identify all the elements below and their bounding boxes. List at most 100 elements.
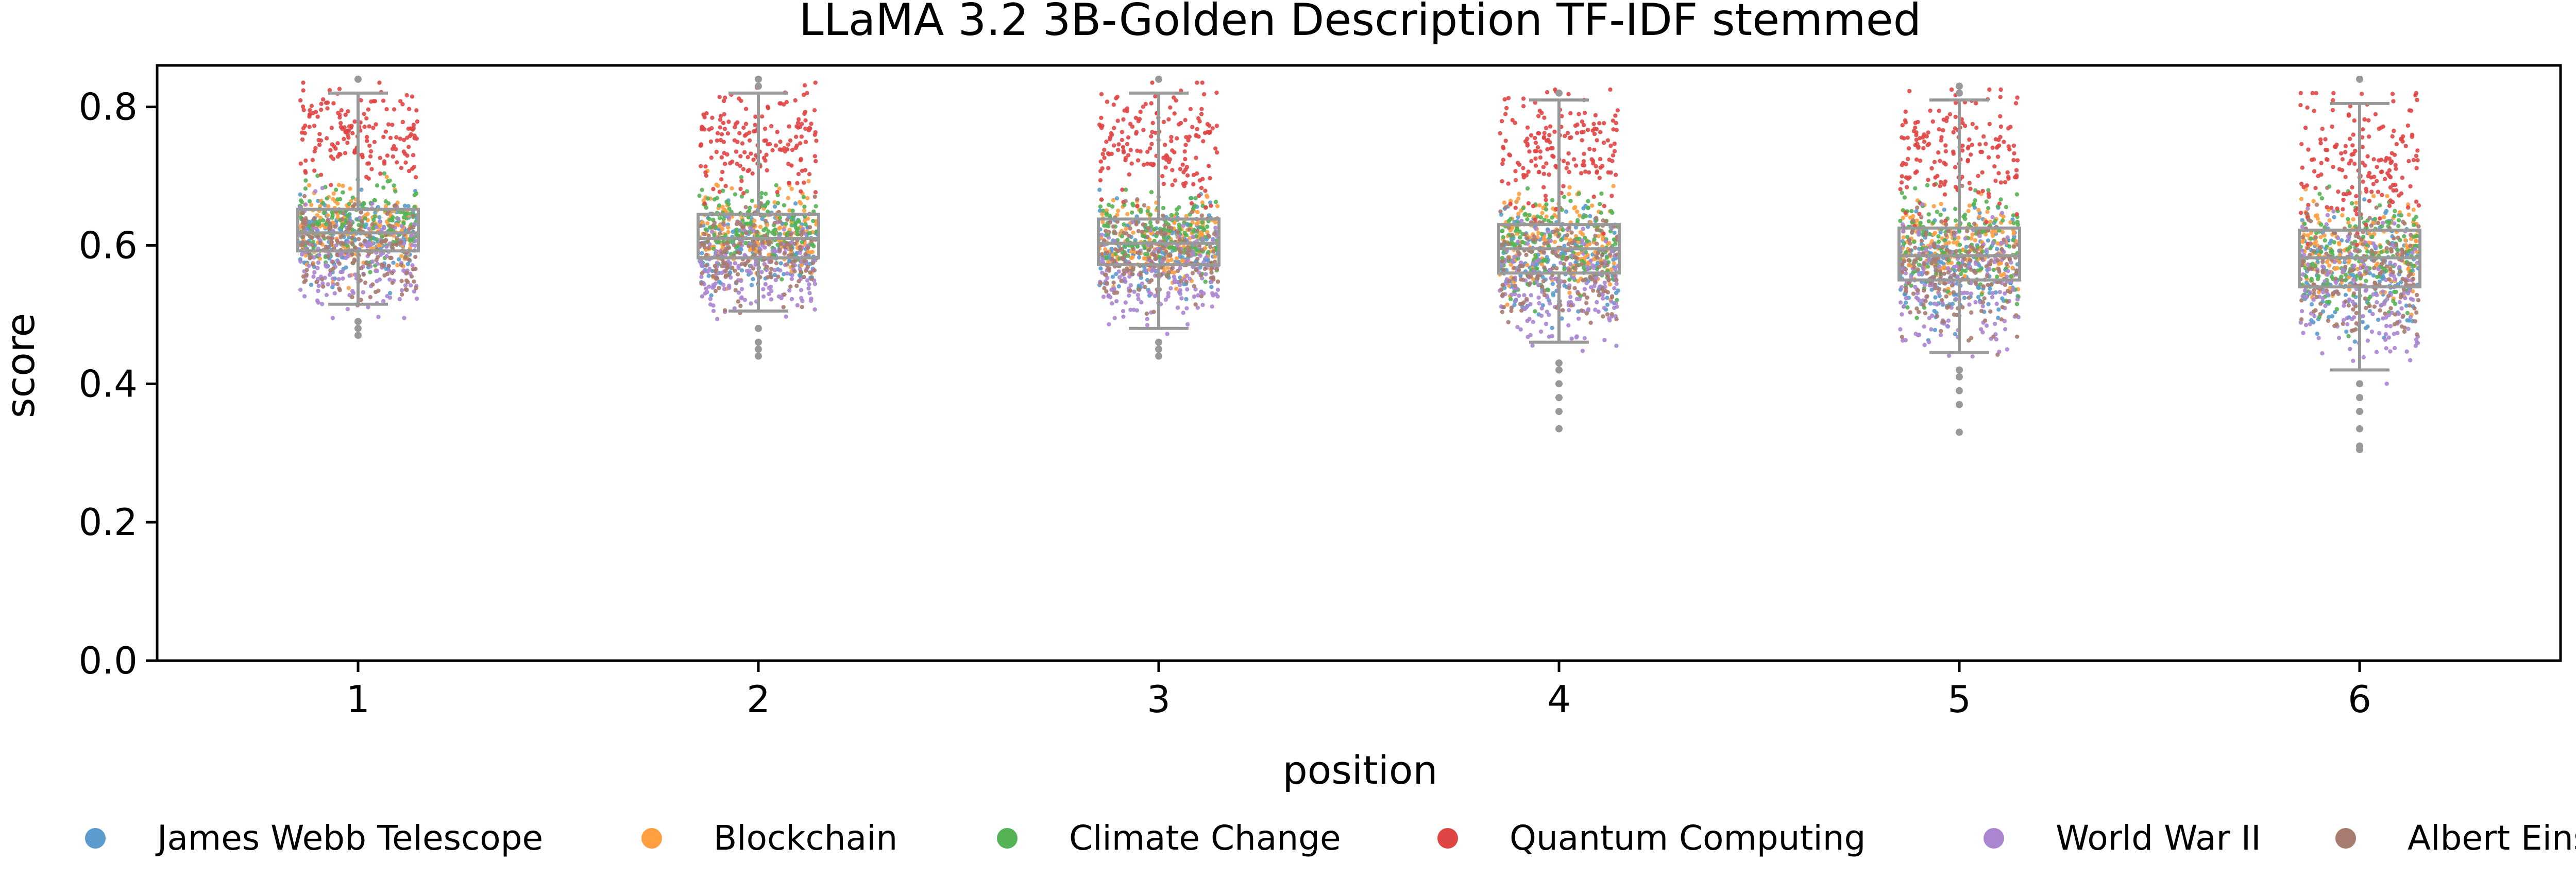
data-point xyxy=(1185,173,1190,178)
data-point xyxy=(1926,219,1931,223)
data-point xyxy=(787,181,791,185)
data-point xyxy=(1164,249,1168,254)
data-point xyxy=(739,175,744,180)
data-point xyxy=(1552,129,1557,134)
data-point xyxy=(1904,271,1908,275)
data-point xyxy=(1969,152,1973,157)
data-point xyxy=(1215,204,1220,209)
data-point xyxy=(1107,322,1111,326)
data-point xyxy=(315,234,320,239)
data-point xyxy=(315,174,320,178)
data-point xyxy=(1605,263,1609,267)
data-point xyxy=(1577,112,1581,116)
data-point xyxy=(1592,131,1597,136)
data-point xyxy=(1574,297,1580,301)
data-point xyxy=(1538,215,1543,220)
data-point xyxy=(404,270,409,275)
data-point xyxy=(799,158,803,163)
data-point xyxy=(732,243,737,248)
data-point xyxy=(1947,112,1953,117)
data-point xyxy=(335,238,340,243)
data-point xyxy=(401,268,406,273)
data-point xyxy=(414,108,419,113)
data-point xyxy=(1208,245,1213,249)
data-point xyxy=(767,242,771,247)
data-point xyxy=(1939,135,1944,140)
data-point xyxy=(1593,307,1598,312)
data-point xyxy=(1927,232,1932,237)
data-point xyxy=(1215,294,1220,299)
data-point xyxy=(721,120,726,125)
data-point xyxy=(796,171,801,177)
data-point xyxy=(1601,141,1606,145)
data-point xyxy=(1519,308,1524,313)
data-point xyxy=(1145,323,1150,327)
data-point xyxy=(795,303,800,308)
data-point xyxy=(722,162,727,166)
data-point xyxy=(1567,308,1571,313)
data-point xyxy=(303,202,308,207)
data-point xyxy=(1538,155,1543,160)
data-point xyxy=(1115,94,1120,99)
data-point xyxy=(363,238,367,243)
data-point xyxy=(702,127,707,132)
data-point xyxy=(1998,114,2003,118)
data-point xyxy=(1203,188,1208,193)
data-point xyxy=(1562,279,1567,284)
data-point xyxy=(1569,303,1573,308)
data-point xyxy=(743,205,748,210)
data-point xyxy=(743,221,748,226)
data-point xyxy=(1933,327,1938,333)
data-point xyxy=(1599,229,1604,233)
data-point xyxy=(1204,205,1208,210)
data-point xyxy=(367,227,371,231)
data-point xyxy=(1100,151,1105,157)
data-point xyxy=(1205,195,1210,199)
data-point xyxy=(1518,327,1523,332)
data-point xyxy=(1591,194,1596,199)
data-point xyxy=(1189,201,1194,206)
data-point xyxy=(1107,230,1111,234)
data-point xyxy=(737,131,742,135)
data-point xyxy=(1976,295,1981,299)
data-point xyxy=(2003,327,2008,332)
data-point xyxy=(785,217,790,222)
data-point xyxy=(1944,256,1949,262)
data-point xyxy=(2005,235,2010,240)
data-point xyxy=(799,269,803,274)
data-point xyxy=(1977,214,1981,219)
data-point xyxy=(369,99,374,104)
data-point xyxy=(705,196,710,201)
data-point xyxy=(1126,153,1131,158)
data-point xyxy=(1614,120,1618,126)
data-point xyxy=(1904,296,1909,301)
data-point xyxy=(1917,263,1922,267)
data-point xyxy=(298,198,303,203)
data-point xyxy=(346,227,350,232)
data-point xyxy=(1567,185,1572,190)
data-point xyxy=(1590,159,1596,163)
data-point xyxy=(301,80,306,85)
data-point xyxy=(1509,292,1514,297)
data-point xyxy=(1899,180,1904,185)
data-point xyxy=(1175,305,1180,310)
data-point xyxy=(1111,224,1116,229)
data-point xyxy=(370,282,375,287)
data-point xyxy=(749,220,753,225)
data-point xyxy=(343,112,348,117)
data-point xyxy=(1567,169,1571,175)
data-point xyxy=(1208,176,1212,181)
data-point xyxy=(2015,95,2020,100)
data-point xyxy=(767,285,771,290)
data-point xyxy=(1514,298,1518,303)
data-point xyxy=(1595,138,1599,143)
data-point xyxy=(1568,199,1573,203)
data-point xyxy=(1520,239,1525,245)
data-point xyxy=(408,238,413,243)
data-point xyxy=(1904,250,1909,254)
data-point xyxy=(412,222,417,227)
data-point xyxy=(1105,250,1109,255)
data-point xyxy=(753,129,758,133)
data-point xyxy=(799,134,804,139)
data-point xyxy=(1584,311,1589,316)
